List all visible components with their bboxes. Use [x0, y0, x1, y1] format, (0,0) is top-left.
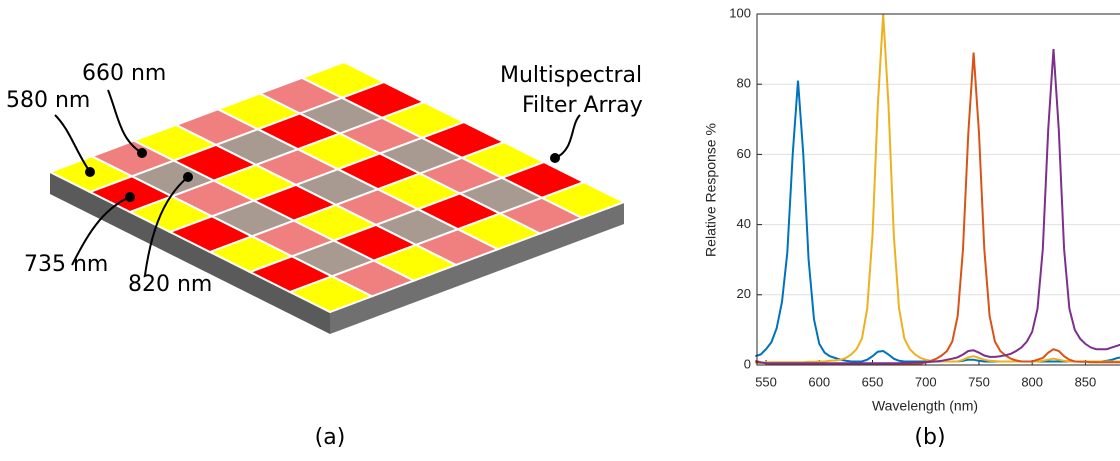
- x-tick-label: 700: [915, 374, 937, 389]
- leader: [54, 114, 91, 173]
- x-tick-label: 550: [755, 374, 777, 389]
- label: 580 nm: [6, 88, 90, 113]
- label: 735 nm: [24, 252, 108, 277]
- label: 820 nm: [128, 272, 212, 297]
- leaders: [54, 89, 581, 276]
- x-tick-label: 600: [808, 374, 830, 389]
- y-tick-label: 20: [737, 286, 751, 301]
- y-tick-label: 60: [737, 146, 751, 161]
- x-tick-label: 800: [1021, 374, 1043, 389]
- dot: [125, 192, 135, 202]
- dot: [137, 148, 147, 158]
- label: 660 nm: [82, 61, 166, 86]
- leader: [554, 114, 581, 159]
- annotation: Multispectral: [500, 63, 642, 88]
- axes-box: [756, 13, 1120, 366]
- filter-array: [47, 61, 627, 334]
- leader: [144, 176, 189, 276]
- dot: [550, 153, 560, 163]
- leader: [107, 89, 143, 154]
- x-axis-label: Wavelength (nm): [872, 398, 978, 414]
- y-tick-label: 100: [729, 5, 751, 20]
- x-tick-label: 750: [968, 374, 990, 389]
- annotation: Filter Array: [522, 93, 643, 118]
- dot: [85, 167, 95, 177]
- y-axis-label: Relative Response %: [703, 123, 719, 257]
- board-side: [330, 202, 624, 334]
- leader: [71, 196, 131, 266]
- x-tick-label: 650: [862, 374, 884, 389]
- y-tick-label: 40: [737, 216, 751, 231]
- caption: (a): [315, 425, 346, 450]
- x-tick-label: 850: [1075, 374, 1097, 389]
- y-tick-label: 0: [744, 356, 751, 371]
- plot-area: [757, 14, 1120, 365]
- board-side: [50, 172, 330, 334]
- y-tick-label: 80: [737, 76, 751, 91]
- series-line: [755, 49, 1120, 365]
- filter-cell: [539, 181, 627, 219]
- caption: (b): [914, 425, 945, 450]
- dot: [183, 172, 193, 182]
